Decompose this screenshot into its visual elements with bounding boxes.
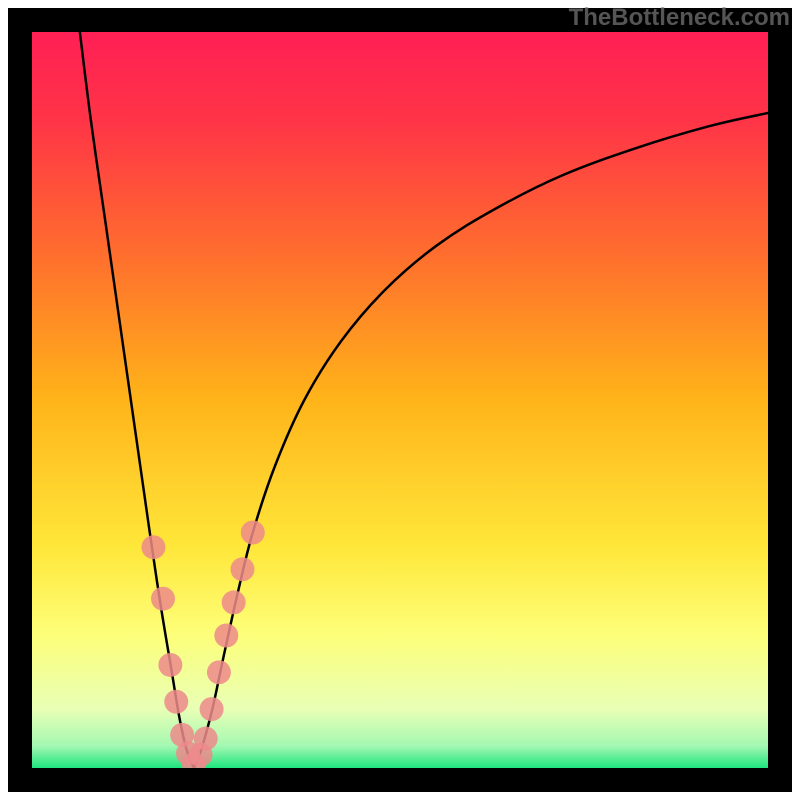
data-marker <box>164 690 188 714</box>
data-marker <box>194 727 218 751</box>
bottleneck-chart: TheBottleneck.com <box>0 0 800 800</box>
data-marker <box>230 557 254 581</box>
data-marker <box>207 660 231 684</box>
watermark-text: TheBottleneck.com <box>569 4 790 32</box>
chart-svg <box>0 0 800 800</box>
data-marker <box>222 590 246 614</box>
data-marker <box>141 535 165 559</box>
data-marker <box>158 653 182 677</box>
data-marker <box>200 697 224 721</box>
data-marker <box>241 520 265 544</box>
data-marker <box>214 624 238 648</box>
data-marker <box>151 587 175 611</box>
